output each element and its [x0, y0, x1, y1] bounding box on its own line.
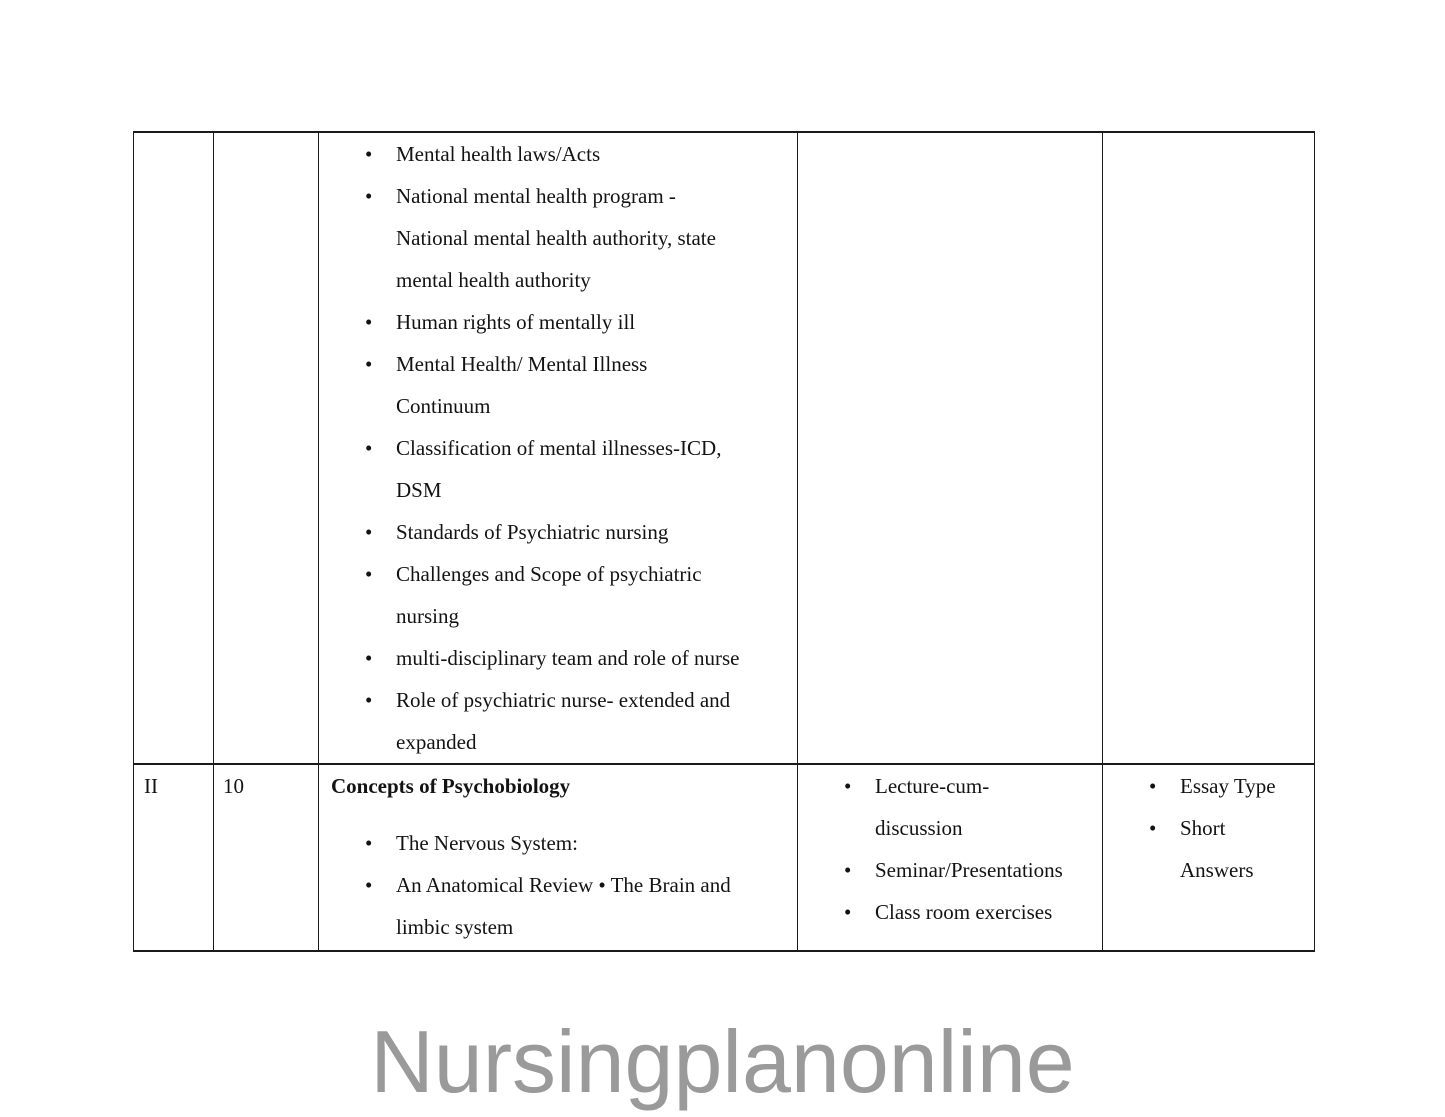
list-item-text: Challenges and Scope of psychiatric nurs…	[396, 562, 702, 628]
watermark: Nursingplanonline	[370, 1012, 1075, 1111]
content-list-row2: • The Nervous System: • An Anatomical Revie…	[319, 822, 743, 948]
bullet-icon: •	[1149, 774, 1157, 798]
unit-cell-row1	[134, 133, 214, 765]
list-item-text: Lecture-cum-discussion	[875, 774, 990, 840]
teaching-cell-row2: • Lecture-cum-discussion • Seminar/Presenta…	[798, 765, 1103, 950]
bullet-icon: •	[365, 142, 373, 166]
list-item-text: Classification of mental illnesses-ICD, …	[396, 436, 722, 502]
bullet-icon: •	[844, 900, 852, 924]
assessment-cell-row1	[1103, 133, 1314, 765]
bullet-icon: •	[365, 562, 373, 586]
bullet-icon: •	[365, 184, 373, 208]
list-item: • Class room exercises	[798, 891, 1069, 933]
bullet-icon: •	[365, 520, 373, 544]
list-item-text: Human rights of mentally ill	[396, 310, 636, 334]
bullet-icon: •	[365, 646, 373, 670]
list-item-text: multi-disciplinary team and role of nurs…	[396, 646, 740, 670]
bullet-icon: •	[365, 352, 373, 376]
list-item: • Classification of mental illnesses-ICD,…	[319, 427, 743, 511]
list-item: • Essay Type	[1103, 765, 1290, 807]
list-item-text: Mental health laws/Acts	[396, 142, 601, 166]
list-item-text: Essay Type	[1180, 774, 1276, 798]
content-list-row1: • Mental health laws/Acts • National mental…	[319, 133, 743, 763]
list-item-text: Mental Health/ Mental Illness Continuum	[396, 352, 648, 418]
list-item-text: Seminar/Presentations	[875, 858, 1063, 882]
bullet-icon: •	[1149, 816, 1157, 840]
teaching-list-row2: • Lecture-cum-discussion • Seminar/Presenta…	[798, 765, 1069, 933]
syllabus-table: • Mental health laws/Acts • National mental…	[133, 131, 1315, 952]
assessment-cell-row2: • Essay Type • Short Answers	[1103, 765, 1314, 950]
list-item: • Role of psychiatric nurse- extended and…	[319, 679, 743, 763]
bullet-icon: •	[365, 688, 373, 712]
hours-cell-row2: 10	[214, 765, 319, 950]
list-item: • Short Answers	[1103, 807, 1290, 891]
bullet-icon: •	[844, 774, 852, 798]
list-item: • Standards of Psychiatric nursing	[319, 511, 743, 553]
list-item-text: National mental health program - Nationa…	[396, 184, 716, 292]
bullet-icon: •	[365, 436, 373, 460]
list-item: • Mental health laws/Acts	[319, 133, 743, 175]
list-item-text: Role of psychiatric nurse- extended and …	[396, 688, 731, 754]
assessment-list-row2: • Essay Type • Short Answers	[1103, 765, 1290, 891]
list-item: • National mental health program - Nation…	[319, 175, 743, 301]
content-cell-row2: Concepts of Psychobiology • The Nervous S…	[319, 765, 798, 950]
teaching-cell-row1	[798, 133, 1103, 765]
list-item-text: The Nervous System:	[396, 831, 578, 855]
list-item: • Challenges and Scope of psychiatric nur…	[319, 553, 743, 637]
list-item-text: Class room exercises	[875, 900, 1053, 924]
list-item: • multi-disciplinary team and role of nur…	[319, 637, 743, 679]
hours-cell-row1	[214, 133, 319, 765]
content-title: Concepts of Psychobiology	[331, 774, 571, 798]
list-item: • Human rights of mentally ill	[319, 301, 743, 343]
list-item-text: Standards of Psychiatric nursing	[396, 520, 669, 544]
list-item-text: Short Answers	[1180, 816, 1254, 882]
list-item: • Lecture-cum-discussion	[798, 765, 1069, 849]
list-item: • Mental Health/ Mental Illness Continuum	[319, 343, 743, 427]
list-item: • An Anatomical Review • The Brain and li…	[319, 864, 743, 948]
content-cell-row1: • Mental health laws/Acts • National mental…	[319, 133, 798, 765]
unit-cell-row2: II	[134, 765, 214, 950]
list-item: • The Nervous System:	[319, 822, 743, 864]
bullet-icon: •	[365, 310, 373, 334]
list-item-text: An Anatomical Review • The Brain and lim…	[396, 873, 731, 939]
list-item: • Seminar/Presentations	[798, 849, 1069, 891]
bullet-icon: •	[844, 858, 852, 882]
bullet-icon: •	[365, 873, 373, 897]
bullet-icon: •	[365, 831, 373, 855]
